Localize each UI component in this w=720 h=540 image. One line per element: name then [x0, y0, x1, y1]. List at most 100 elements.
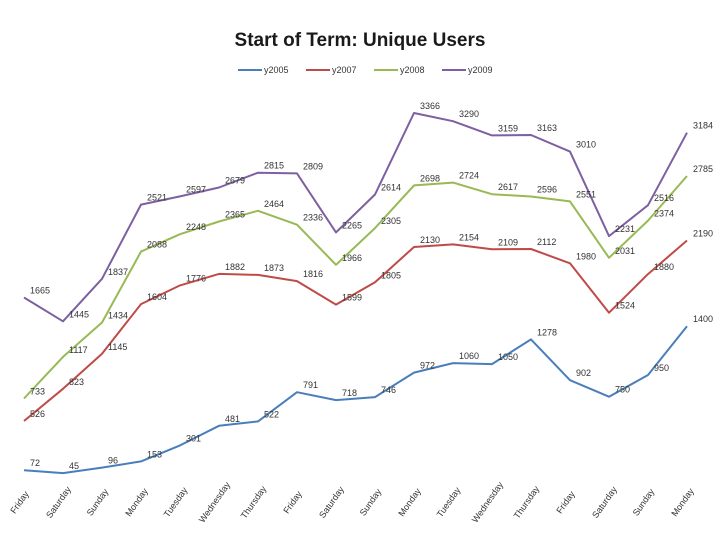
data-label-y2005: 1400 [693, 314, 713, 324]
data-label-y2005: 1060 [459, 351, 479, 361]
data-label-y2007: 1805 [381, 270, 401, 280]
data-label-y2008: 2785 [693, 164, 713, 174]
data-label-y2007: 1145 [108, 342, 127, 352]
data-label-y2005: 902 [576, 368, 591, 378]
data-label-y2005: 45 [69, 461, 79, 471]
data-label-y2009: 2597 [186, 184, 206, 194]
data-label-y2008: 1117 [69, 345, 88, 355]
data-label-y2005: 950 [654, 363, 669, 373]
data-label-y2008: 2088 [147, 240, 167, 250]
x-tick-label: Wednesday [470, 480, 506, 525]
data-label-y2009: 3163 [537, 123, 557, 133]
data-label-y2005: 1050 [498, 352, 518, 362]
series-line-y2007 [23, 239, 688, 422]
x-tick-label: Friday [281, 489, 304, 516]
data-label-y2005: 96 [108, 456, 118, 466]
data-label-y2009: 1445 [69, 309, 89, 319]
x-tick-label: Thursday [239, 484, 269, 521]
data-label-y2009: 3010 [576, 140, 596, 150]
data-label-y2008: 2374 [654, 209, 674, 219]
data-label-y2009: 2521 [147, 193, 167, 203]
x-tick-label: Monday [396, 486, 423, 518]
data-label-y2008: 2698 [420, 173, 440, 183]
legend-label-y2005: y2005 [264, 65, 289, 75]
data-label-y2005: 153 [147, 449, 162, 459]
x-tick-label: Saturday [317, 484, 346, 520]
data-label-y2008: 2596 [537, 184, 557, 194]
x-tick-label: Sunday [85, 487, 111, 518]
data-label-y2007: 1980 [576, 251, 596, 261]
data-label-y2007: 2130 [420, 235, 440, 245]
data-label-y2007: 526 [30, 409, 45, 419]
data-label-y2005: 301 [186, 433, 201, 443]
x-tick-label: Sunday [358, 487, 384, 518]
data-label-y2008: 2305 [381, 216, 401, 226]
data-label-y2009: 3290 [459, 109, 479, 119]
data-label-y2007: 1873 [264, 263, 284, 273]
data-label-y2005: 481 [225, 414, 240, 424]
data-label-y2007: 1882 [225, 262, 245, 272]
data-label-y2005: 750 [615, 385, 630, 395]
data-label-y2005: 718 [342, 388, 357, 398]
data-label-y2008: 1434 [108, 311, 128, 321]
x-tick-label: Wednesday [197, 480, 233, 525]
data-label-y2009: 2231 [615, 224, 635, 234]
data-label-y2008: 2617 [498, 182, 518, 192]
data-label-y2007: 1604 [147, 292, 167, 302]
x-tick-label: Monday [123, 486, 150, 518]
data-label-y2008: 2336 [303, 213, 323, 223]
x-tick-label: Saturday [590, 484, 619, 520]
x-tick-label: Monday [669, 486, 696, 518]
x-tick-label: Saturday [44, 484, 73, 520]
data-label-y2009: 3159 [498, 123, 518, 133]
data-label-y2009: 2815 [264, 161, 284, 171]
x-tick-label: Tuesday [435, 485, 463, 519]
data-label-y2007: 823 [69, 377, 84, 387]
data-label-y2005: 72 [30, 458, 40, 468]
series-line-y2005 [23, 325, 688, 475]
data-label-y2007: 1816 [303, 269, 323, 279]
data-label-y2009: 3366 [420, 101, 440, 111]
data-label-y2007: 1880 [654, 262, 674, 272]
data-label-y2008: 2551 [576, 189, 596, 199]
data-label-y2009: 3184 [693, 121, 713, 131]
series-line-y2008 [23, 175, 688, 400]
data-label-y2008: 2248 [186, 222, 206, 232]
data-label-y2009: 2614 [381, 183, 401, 193]
data-label-y2005: 522 [264, 409, 279, 419]
x-tick-label: Tuesday [162, 485, 190, 519]
legend-label-y2009: y2009 [468, 65, 493, 75]
data-label-y2007: 1599 [342, 293, 362, 303]
data-label-y2009: 1837 [108, 267, 128, 277]
series-line-y2009 [23, 112, 688, 323]
data-label-y2009: 2809 [303, 161, 323, 171]
data-label-y2007: 1776 [186, 273, 206, 283]
data-label-y2008: 2724 [459, 171, 479, 181]
data-label-y2005: 972 [420, 361, 435, 371]
data-label-y2009: 2679 [225, 175, 245, 185]
data-label-y2009: 1665 [30, 285, 50, 295]
data-label-y2007: 2190 [693, 229, 713, 239]
x-tick-label: Friday [554, 489, 577, 516]
data-label-y2008: 2365 [225, 210, 245, 220]
data-label-y2009: 2516 [654, 193, 674, 203]
legend-label-y2008: y2008 [400, 65, 425, 75]
data-label-y2008: 2464 [264, 199, 284, 209]
data-label-y2007: 2112 [537, 237, 556, 247]
data-label-y2008: 1966 [342, 253, 362, 263]
x-tick-label: Sunday [631, 487, 657, 518]
x-tick-label: Thursday [512, 484, 542, 521]
x-tick-label: Friday [8, 489, 31, 516]
data-label-y2005: 1278 [537, 327, 557, 337]
data-label-y2009: 2265 [342, 220, 362, 230]
data-label-y2008: 2031 [615, 246, 635, 256]
data-label-y2007: 1524 [615, 301, 635, 311]
legend-label-y2007: y2007 [332, 65, 357, 75]
chart-title: Start of Term: Unique Users [234, 30, 486, 51]
data-label-y2005: 791 [303, 380, 318, 390]
data-label-y2005: 746 [381, 385, 396, 395]
data-label-y2008: 733 [30, 387, 45, 397]
data-label-y2007: 2109 [498, 237, 518, 247]
